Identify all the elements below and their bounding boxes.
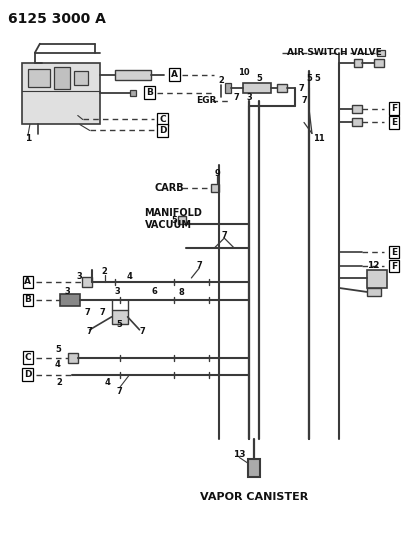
Text: A: A xyxy=(24,278,31,286)
Text: 5: 5 xyxy=(117,320,122,329)
Bar xyxy=(112,310,128,324)
Text: 7: 7 xyxy=(87,327,93,336)
Text: CARB: CARB xyxy=(155,183,184,193)
Text: 7: 7 xyxy=(117,387,122,396)
Text: 3: 3 xyxy=(77,272,82,281)
Text: F: F xyxy=(390,104,397,113)
Text: 10: 10 xyxy=(238,68,250,77)
Bar xyxy=(225,83,231,93)
Text: 7: 7 xyxy=(301,96,307,105)
Bar xyxy=(352,104,362,112)
Bar xyxy=(54,67,70,88)
Bar xyxy=(367,270,387,288)
Text: E: E xyxy=(390,118,397,127)
Bar xyxy=(367,288,381,296)
Text: 6: 6 xyxy=(151,287,157,296)
Text: 2: 2 xyxy=(57,378,63,387)
Text: B: B xyxy=(24,295,31,304)
Text: 7: 7 xyxy=(140,327,145,336)
Text: 4: 4 xyxy=(126,272,133,281)
Text: 2: 2 xyxy=(218,76,224,85)
Bar xyxy=(243,83,271,93)
Text: F: F xyxy=(390,262,397,271)
Text: 3: 3 xyxy=(115,287,120,296)
Text: D: D xyxy=(24,370,32,379)
Bar xyxy=(211,184,219,192)
Text: 5: 5 xyxy=(55,345,61,354)
Text: 5: 5 xyxy=(306,74,312,83)
Text: 8: 8 xyxy=(179,288,184,297)
Text: D: D xyxy=(159,126,166,135)
Bar xyxy=(82,277,92,287)
Text: 2: 2 xyxy=(102,268,108,277)
Text: AIR SWITCH VALVE: AIR SWITCH VALVE xyxy=(287,48,382,57)
Text: MANIFOLD
VACUUM: MANIFOLD VACUUM xyxy=(144,208,202,230)
Bar xyxy=(68,353,78,362)
Text: 7: 7 xyxy=(100,309,106,317)
Text: 9: 9 xyxy=(215,169,220,178)
Text: E: E xyxy=(390,247,397,256)
Bar xyxy=(115,70,151,79)
Text: C: C xyxy=(159,115,166,124)
Text: 5: 5 xyxy=(256,74,262,83)
Text: 3: 3 xyxy=(65,287,71,296)
Bar xyxy=(352,118,362,126)
Text: 5: 5 xyxy=(171,216,177,224)
Bar xyxy=(377,50,385,55)
Bar xyxy=(130,90,135,95)
Bar xyxy=(22,63,100,125)
Bar xyxy=(178,216,186,224)
Text: 13: 13 xyxy=(233,450,246,459)
Bar xyxy=(354,59,362,67)
Bar xyxy=(374,59,384,67)
Bar xyxy=(248,459,260,478)
Text: 3: 3 xyxy=(246,93,252,102)
Text: 7: 7 xyxy=(85,309,91,317)
Bar xyxy=(60,294,80,306)
Text: EGR: EGR xyxy=(196,96,217,105)
Bar xyxy=(74,71,88,85)
Text: 11: 11 xyxy=(313,134,325,143)
Bar xyxy=(28,69,50,86)
Text: VAPOR CANISTER: VAPOR CANISTER xyxy=(200,492,308,502)
Text: B: B xyxy=(146,88,153,97)
Text: 4: 4 xyxy=(105,378,111,387)
Text: 7: 7 xyxy=(298,84,304,93)
Text: 7: 7 xyxy=(197,261,202,270)
Text: 12: 12 xyxy=(368,261,380,270)
Text: 4: 4 xyxy=(55,360,61,369)
Text: 7: 7 xyxy=(233,93,239,102)
Text: 7: 7 xyxy=(222,231,227,240)
Bar xyxy=(277,84,287,92)
Text: 5: 5 xyxy=(314,74,320,83)
Text: A: A xyxy=(171,70,178,79)
Text: 1: 1 xyxy=(25,134,31,143)
Text: C: C xyxy=(24,353,31,362)
Text: 6125 3000 A: 6125 3000 A xyxy=(8,12,106,26)
